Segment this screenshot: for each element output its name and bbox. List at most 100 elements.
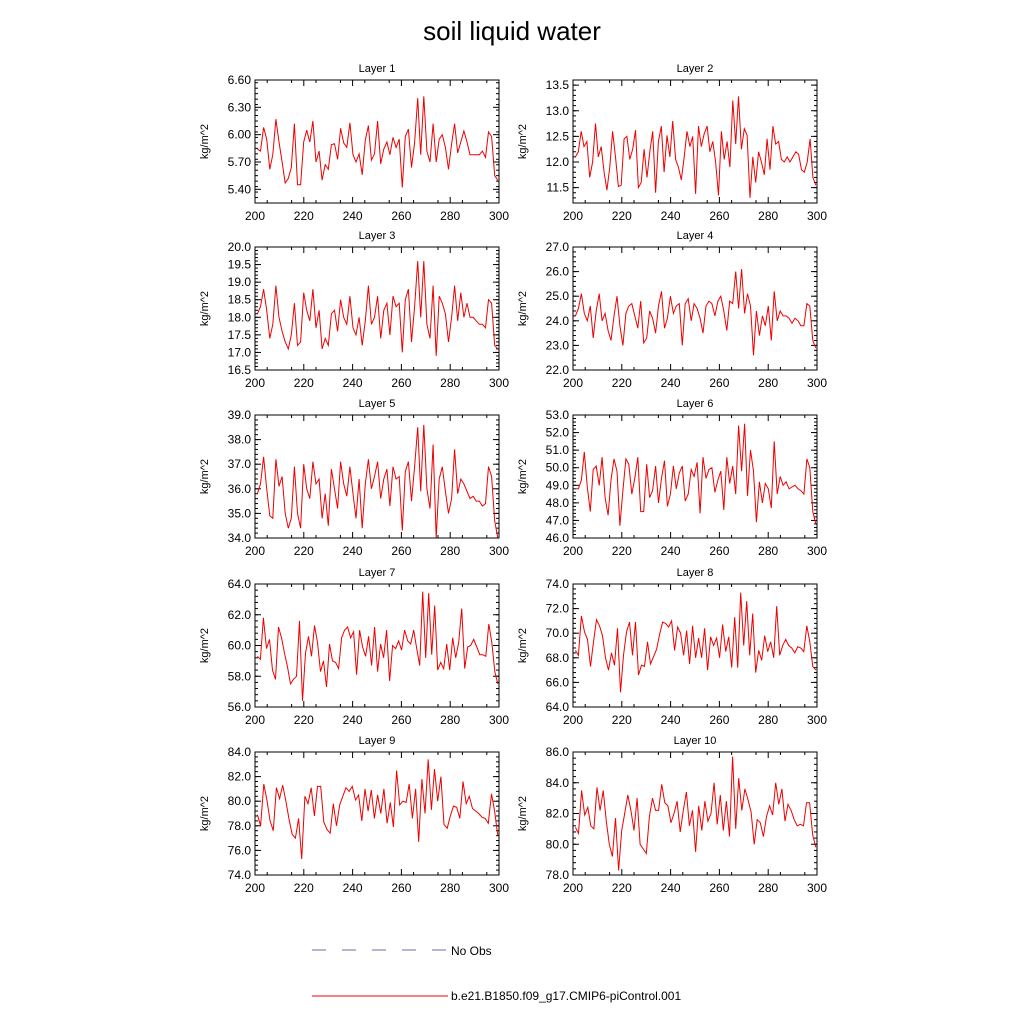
plot-frame (254, 414, 500, 539)
x-tick-label: 220 (612, 881, 632, 895)
x-tick-label: 240 (661, 713, 681, 727)
plot-frame (254, 583, 500, 708)
plot-frame (572, 246, 818, 371)
y-tick-label: 13.5 (546, 78, 570, 92)
x-tick-label: 200 (245, 881, 265, 895)
main-title: soil liquid water (423, 16, 601, 46)
x-tick-label: 240 (343, 209, 363, 223)
panel-title: Layer 2 (677, 63, 714, 75)
x-tick-label: 280 (440, 881, 460, 895)
x-tick-label: 260 (391, 713, 411, 727)
legend-no-obs-label: No Obs (451, 944, 492, 958)
y-tick-label: 26.0 (546, 265, 570, 279)
x-tick-label: 260 (709, 209, 729, 223)
y-axis-label: kg/m^2 (517, 628, 529, 663)
y-tick-label: 19.5 (228, 258, 252, 272)
panel-title: Layer 5 (359, 398, 396, 410)
y-axis-label: kg/m^2 (199, 459, 211, 494)
panel-title: Layer 7 (359, 567, 396, 579)
y-tick-label: 84.0 (546, 776, 570, 790)
x-tick-label: 200 (245, 713, 265, 727)
panel-layer-1: Layer 1 kg/m^2 200 220 240 260 280 300 6.60 6.30 6… (199, 63, 509, 223)
x-tick-label: 260 (709, 544, 729, 558)
panel-layer-7: Layer 7 kg/m^2 200 220 240 260 280 300 64.0 62.0 6… (199, 567, 509, 727)
x-tick-label: 220 (294, 376, 314, 390)
plot-frame (254, 79, 500, 204)
y-tick-label: 50.0 (546, 461, 570, 475)
x-tick-label: 200 (563, 376, 583, 390)
x-tick-label: 260 (391, 881, 411, 895)
y-tick-label: 24.0 (546, 314, 570, 328)
y-tick-label: 51.0 (546, 443, 570, 457)
y-tick-label: 46.0 (546, 531, 570, 545)
panel-layer-6: Layer 6 kg/m^2 200 220 240 260 280 300 53.0 52.0 5… (517, 398, 827, 558)
y-tick-label: 19.0 (228, 275, 252, 289)
panel-title: Layer 3 (359, 230, 396, 242)
y-tick-label: 47.0 (546, 513, 570, 527)
y-tick-label: 20.0 (228, 240, 252, 254)
y-tick-label: 5.40 (228, 182, 252, 196)
y-axis-label: kg/m^2 (517, 459, 529, 494)
x-tick-label: 220 (612, 713, 632, 727)
series-line-model (575, 423, 817, 526)
y-tick-label: 74.0 (546, 577, 570, 591)
series-line-model (574, 269, 817, 356)
x-tick-label: 200 (245, 376, 265, 390)
panel-title: Layer 10 (674, 735, 717, 747)
y-tick-label: 11.5 (547, 181, 570, 195)
y-tick-label: 58.0 (228, 669, 252, 683)
x-tick-label: 220 (612, 209, 632, 223)
series-line-model (256, 261, 499, 356)
panel-layer-8: Layer 8 kg/m^2 200 220 240 260 280 300 74.0 72.0 7… (517, 567, 827, 727)
y-tick-label: 76.0 (228, 843, 252, 857)
panel-layer-5: Layer 5 kg/m^2 200 220 240 260 280 300 39.0 38.0 3… (199, 398, 509, 558)
x-tick-label: 240 (343, 881, 363, 895)
x-tick-label: 280 (758, 881, 778, 895)
x-tick-label: 240 (343, 376, 363, 390)
series-line-model (574, 96, 817, 198)
x-tick-label: 260 (391, 376, 411, 390)
y-tick-label: 6.30 (228, 100, 252, 114)
plot-frame (572, 751, 818, 876)
y-tick-label: 62.0 (228, 608, 252, 622)
plot-frame (572, 414, 818, 539)
x-tick-label: 260 (391, 544, 411, 558)
panel-layer-9: Layer 9 kg/m^2 200 220 240 260 280 300 84.0 82.0 8… (199, 735, 509, 895)
y-tick-label: 12.0 (546, 155, 570, 169)
x-tick-label: 280 (440, 544, 460, 558)
x-tick-label: 300 (489, 376, 509, 390)
panels: Layer 1 kg/m^2 200 220 240 260 280 300 6.60 6.30 6… (199, 63, 827, 895)
y-tick-label: 27.0 (546, 240, 570, 254)
series-line-model (574, 592, 817, 693)
x-tick-label: 260 (709, 376, 729, 390)
y-tick-label: 35.0 (228, 506, 252, 520)
y-tick-label: 5.70 (228, 155, 252, 169)
x-tick-label: 300 (807, 376, 827, 390)
y-tick-label: 82.0 (546, 807, 570, 821)
x-tick-label: 220 (612, 544, 632, 558)
x-tick-label: 260 (391, 209, 411, 223)
plot-frame (572, 79, 818, 204)
x-tick-label: 240 (343, 713, 363, 727)
y-tick-label: 48.0 (546, 496, 570, 510)
x-tick-label: 300 (489, 713, 509, 727)
x-tick-label: 300 (489, 544, 509, 558)
y-tick-label: 16.5 (228, 363, 252, 377)
y-tick-label: 37.0 (228, 457, 252, 471)
series-line-model (256, 759, 499, 860)
y-tick-label: 39.0 (228, 408, 252, 422)
y-axis-label: kg/m^2 (517, 124, 529, 159)
y-tick-label: 66.0 (546, 675, 570, 689)
x-tick-label: 260 (709, 881, 729, 895)
y-tick-label: 34.0 (228, 531, 252, 545)
y-tick-label: 60.0 (228, 639, 252, 653)
y-tick-label: 56.0 (228, 700, 252, 714)
y-tick-label: 74.0 (228, 868, 252, 882)
y-tick-label: 6.00 (228, 128, 252, 142)
y-tick-label: 23.0 (546, 338, 570, 352)
y-tick-label: 68.0 (546, 651, 570, 665)
x-tick-label: 220 (294, 713, 314, 727)
y-tick-label: 82.0 (228, 770, 252, 784)
panel-title: Layer 1 (359, 63, 396, 75)
series-line-model (574, 756, 817, 871)
